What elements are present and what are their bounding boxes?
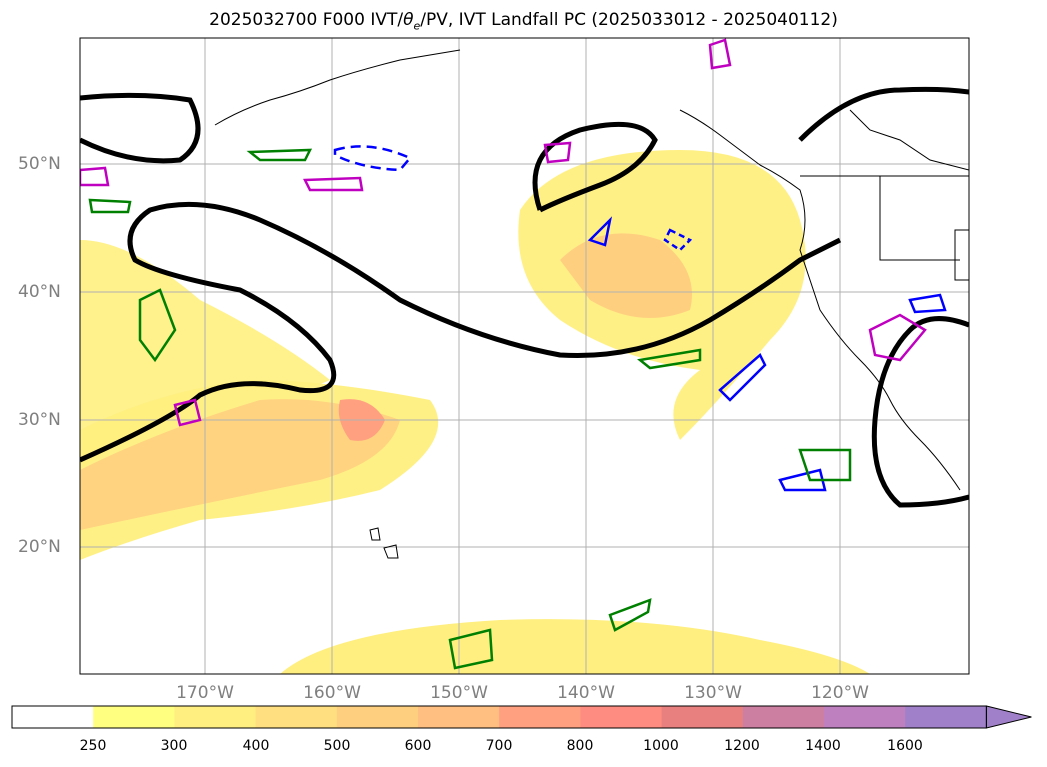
colorbar-label: 1200 (724, 738, 760, 754)
colorbar-segment (12, 706, 94, 728)
colorbar-segment (905, 706, 987, 728)
colorbar-segment (174, 706, 257, 728)
coastline (214, 49, 969, 559)
colorbar-outline (11, 705, 987, 729)
colorbar-segment (824, 706, 906, 728)
ivt-cyclone-core (560, 233, 692, 318)
ivt-core-west (80, 399, 400, 530)
colorbar-label: 600 (404, 738, 432, 754)
colorbar-label: 250 (79, 738, 107, 754)
ivt-fill-layer (80, 150, 870, 674)
colorbar-segment (742, 706, 825, 728)
colorbar (11, 705, 1032, 729)
lon-label-160w: 160°W (303, 683, 361, 703)
colorbar-segment (418, 706, 500, 728)
colorbar-label: 700 (485, 738, 513, 754)
colorbar-segment (336, 706, 419, 728)
lat-label-40: 40°N (18, 282, 61, 302)
lon-label-120w: 120°W (811, 683, 869, 703)
colorbar-segment (499, 706, 581, 728)
colorbar-segment (661, 706, 744, 728)
colorbar-label: 1600 (887, 738, 923, 754)
gridlines (80, 38, 969, 674)
pv-contours (80, 38, 947, 670)
colorbar-segment (580, 706, 663, 728)
colorbar-segment (93, 706, 175, 728)
lon-label-170w: 170°W (176, 683, 234, 703)
colorbar-label: 500 (323, 738, 351, 754)
colorbar-label: 800 (566, 738, 594, 754)
colorbar-label: 400 (242, 738, 270, 754)
map-frame (79, 37, 970, 675)
colorbar-label: 1000 (643, 738, 679, 754)
lat-label-30: 30°N (18, 410, 61, 430)
lon-label-140w: 140°W (557, 683, 615, 703)
figure-title: 2025032700 F000 IVT/θe/PV, IVT Landfall … (209, 10, 838, 33)
lat-label-50: 50°N (18, 154, 61, 174)
colorbar-label: 1400 (805, 738, 841, 754)
lat-label-20: 20°N (18, 537, 61, 557)
lon-label-130w: 130°W (684, 683, 742, 703)
ivt-south-strip (280, 619, 870, 674)
colorbar-extend-arrow (985, 705, 1032, 729)
colorbar-label: 300 (160, 738, 188, 754)
colorbar-segment (255, 706, 338, 728)
lon-label-150w: 150°W (430, 683, 488, 703)
